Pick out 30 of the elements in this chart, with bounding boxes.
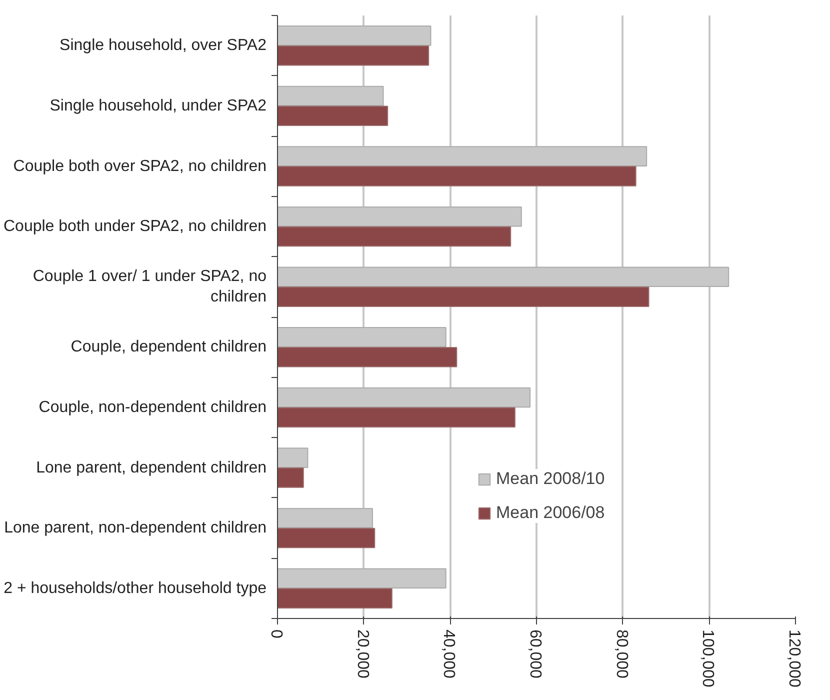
legend-label: Mean 2006/08 xyxy=(496,503,605,523)
y-tick-label: Single household, under SPA2 xyxy=(50,97,267,114)
x-tick-label: 80,000 xyxy=(612,630,630,679)
x-tick-label: 40,000 xyxy=(440,630,458,679)
y-tick-label: Lone parent, non-dependent children xyxy=(4,520,267,537)
bar xyxy=(278,407,516,428)
bar xyxy=(278,528,376,548)
y-tick-label: Couple, non-dependent children xyxy=(38,398,267,416)
x-tick-label: 0 xyxy=(268,630,284,638)
y-tick-label: Lone parent, dependent children xyxy=(36,459,266,476)
x-tick-label: 120,000 xyxy=(786,630,802,688)
x-tick-label: 100,000 xyxy=(699,630,716,688)
bar xyxy=(278,448,308,468)
legend-label: Mean 2008/10 xyxy=(496,469,605,489)
y-tick-label: Couple, dependent children xyxy=(70,338,266,356)
bar xyxy=(278,286,650,307)
x-tick-label: 60,000 xyxy=(526,630,544,679)
x-tick-label: 20,000 xyxy=(354,630,371,679)
bar xyxy=(278,166,636,186)
y-tick-label: Couple 1 over/ 1 under SPA2, no children xyxy=(32,268,267,306)
bar xyxy=(278,226,512,247)
bar xyxy=(278,588,392,608)
bar xyxy=(278,346,458,368)
bar xyxy=(278,468,304,488)
y-tick-label: 2 + households/other household type xyxy=(4,580,267,597)
y-tick-label: Couple both under SPA2, no children xyxy=(4,218,267,236)
y-tick-label: Couple both over SPA2, no children xyxy=(13,158,267,175)
y-tick-label: Single household, over SPA2 xyxy=(60,37,267,54)
bar xyxy=(278,45,430,66)
bar xyxy=(278,106,388,126)
